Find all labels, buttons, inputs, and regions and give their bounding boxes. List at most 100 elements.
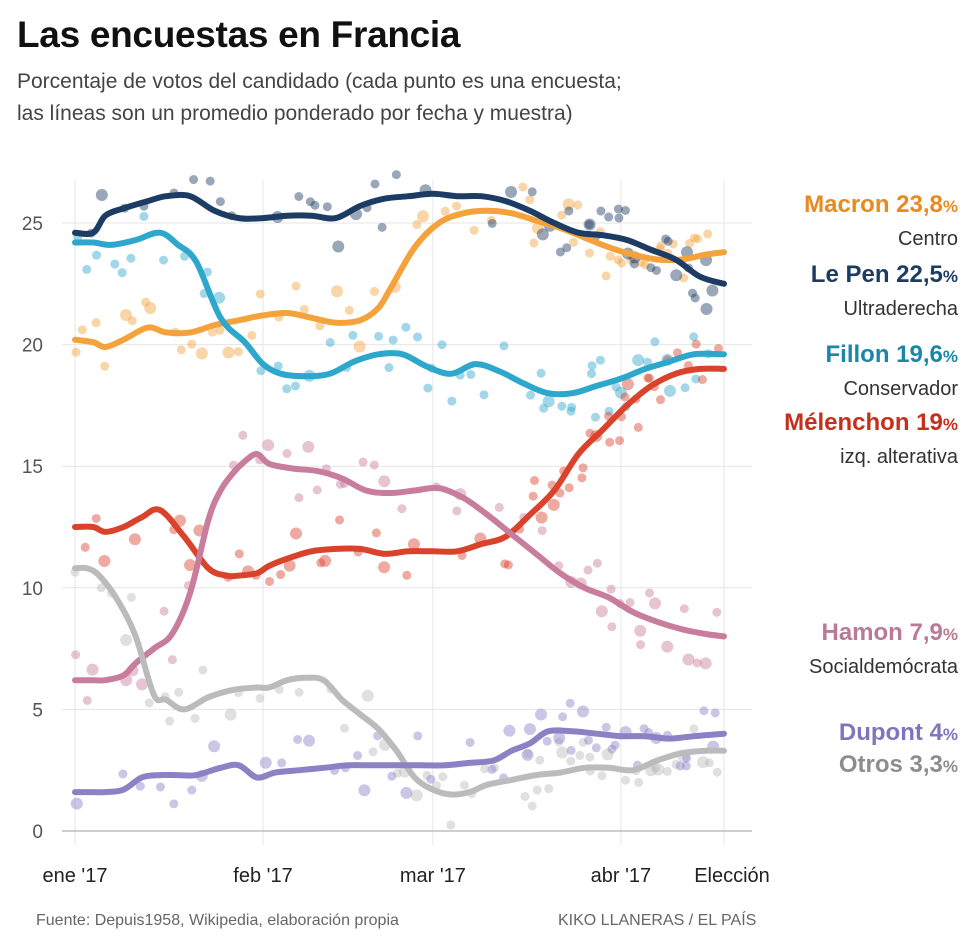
poll-dot-macron: [330, 285, 343, 298]
poll-dot-macron: [679, 273, 689, 283]
poll-dot-lepen: [584, 219, 594, 229]
poll-dot-lepen: [652, 265, 662, 275]
poll-dot-dupont: [523, 723, 536, 736]
poll-dot-fillon: [680, 383, 690, 393]
poll-dot-mlenchon: [265, 576, 275, 586]
poll-dot-otros: [361, 689, 374, 702]
poll-dot-fillon: [604, 406, 614, 416]
poll-dot-fillon: [110, 259, 120, 269]
poll-dot-dupont: [565, 698, 575, 708]
poll-dot-otros: [634, 777, 644, 787]
poll-dot-mlenchon: [402, 570, 412, 580]
poll-dot-macron: [518, 182, 528, 192]
poll-dot-otros: [198, 665, 208, 675]
poll-dot-dupont: [400, 786, 413, 799]
poll-dot-dupont: [387, 771, 397, 781]
poll-dot-hamon: [335, 479, 345, 489]
legend-name-lepen: Le Pen 22,5: [811, 261, 943, 288]
poll-dot-fillon: [388, 335, 398, 345]
poll-dot-otros: [601, 748, 614, 761]
legend-percent-sign: %: [943, 625, 958, 644]
poll-dot-hamon: [636, 640, 646, 650]
poll-dot-fillon: [526, 390, 536, 400]
poll-dot-macron: [573, 200, 583, 210]
poll-dot-fillon: [499, 341, 509, 351]
x-tick-label: Elección: [694, 865, 770, 887]
poll-dot-macron: [207, 327, 217, 337]
poll-dot-fillon: [542, 395, 555, 408]
poll-dot-macron: [617, 258, 627, 268]
poll-dot-fillon: [539, 403, 549, 413]
poll-dot-hamon: [537, 526, 547, 536]
poll-dot-mlenchon: [691, 339, 701, 349]
poll-dot-macron: [525, 195, 535, 205]
poll-dot-dupont: [610, 740, 620, 750]
legend-party-mlenchon: izq. alterativa: [840, 446, 959, 468]
poll-dot-dupont: [591, 743, 601, 753]
poll-dot-otros: [224, 708, 237, 721]
poll-dot-otros: [190, 713, 200, 723]
poll-dot-fillon: [466, 369, 476, 379]
poll-dot-mlenchon: [91, 513, 101, 523]
poll-dot-otros: [621, 775, 631, 785]
legend-label-lepen: Le Pen 22,5%: [811, 261, 958, 288]
poll-dot-fillon: [374, 331, 384, 341]
poll-dot-mlenchon: [697, 375, 707, 385]
trend-line-dupont: [72, 727, 727, 796]
legend-percent-sign: %: [943, 757, 958, 776]
poll-dot-macron: [452, 201, 462, 211]
poll-dot-macron: [195, 347, 208, 360]
poll-dot-macron: [585, 248, 595, 258]
legend-label-dupont: Dupont 4%: [839, 719, 958, 746]
poll-dot-hamon: [86, 663, 99, 676]
y-tick-label: 10: [22, 579, 43, 600]
legend-label-mlenchon: Mélenchon 19%: [784, 409, 958, 436]
poll-dot-hamon: [312, 485, 322, 495]
poll-dot-dupont: [169, 799, 179, 809]
poll-dot-fillon: [290, 381, 300, 391]
poll-dot-hamon: [369, 460, 379, 470]
poll-dot-fillon: [213, 291, 226, 304]
poll-dot-macron: [127, 316, 137, 326]
poll-dot-hamon: [452, 506, 462, 516]
poll-dot-dupont: [259, 756, 272, 769]
legend-percent-sign: %: [943, 267, 958, 286]
legend-name-dupont: Dupont 4: [839, 719, 944, 746]
axis-layer: 0 5 10 15 20 25 ene '17 feb '17 mar '17 abr '17 El…: [22, 214, 770, 887]
poll-dot-fillon: [82, 264, 92, 274]
trend-line-hamon: [72, 451, 727, 684]
poll-dot-macron: [77, 325, 87, 335]
poll-dot-dupont: [675, 761, 685, 771]
poll-dot-fillon: [689, 332, 699, 342]
poll-dot-macron: [247, 330, 257, 340]
poll-dot-fillon: [139, 211, 149, 221]
poll-dot-otros: [255, 693, 265, 703]
poll-dot-dupont: [521, 748, 534, 761]
poll-dot-fillon: [384, 363, 394, 373]
legend-name-mlenchon: Mélenchon 19: [784, 409, 943, 436]
poll-dot-lepen: [555, 247, 565, 257]
poll-dot-mlenchon: [184, 559, 197, 572]
poll-dot-macron: [568, 237, 578, 247]
poll-dot-otros: [544, 784, 554, 794]
poll-dot-hamon: [661, 640, 674, 653]
poll-dot-macron: [233, 347, 243, 357]
poll-dot-lepen: [646, 263, 656, 273]
poll-dot-macron: [557, 210, 567, 220]
poll-dot-mlenchon: [500, 559, 510, 569]
poll-dot-dupont: [465, 737, 475, 747]
poll-dot-dupont: [358, 784, 371, 797]
poll-dot-otros: [446, 820, 456, 830]
poll-dot-otros: [689, 724, 699, 734]
poll-dot-fillon: [536, 368, 546, 378]
poll-dot-otros: [410, 789, 423, 802]
poll-dot-lepen: [305, 197, 315, 207]
poll-dot-macron: [369, 286, 379, 296]
poll-dot-fillon: [614, 386, 627, 399]
poll-dot-macron: [486, 215, 496, 225]
poll-dot-hamon: [282, 448, 292, 458]
poll-dot-otros: [671, 759, 681, 769]
poll-dot-mlenchon: [564, 483, 574, 493]
subtitle-line-2: las líneas son un promedio ponderado por…: [17, 102, 573, 125]
legend-party-macron: Centro: [898, 228, 958, 250]
